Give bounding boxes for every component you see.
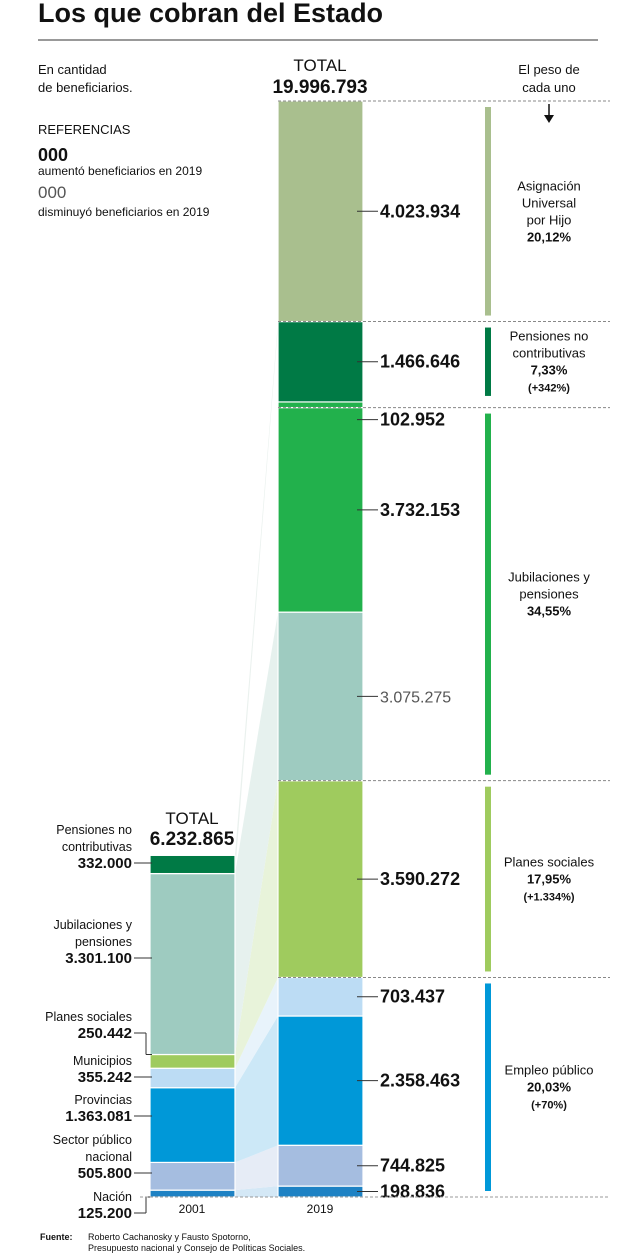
source-body: Roberto Cachanosky y Fausto Spotorno, Pre…: [88, 1232, 305, 1253]
weights-group: Asignación Universal por Hijo 20,12% Pension…: [485, 107, 595, 1191]
bar-2001-jubilaciones: [149, 872, 236, 1056]
label-2001-provincias-name: Provincias: [74, 1093, 132, 1107]
x-tick-2019: 2019: [307, 1202, 334, 1216]
bar-2019-sector: [277, 1144, 364, 1187]
flow-pensiones: [235, 321, 278, 874]
reference-bold-desc: aumentó beneficiarios en 2019: [38, 164, 202, 178]
weight-pct-1: 7,33%: [531, 363, 568, 378]
label-2019-pensiones: 1.466.646: [380, 352, 460, 372]
weight-change-4: (+70%): [531, 1100, 567, 1112]
label-2001-jubilaciones-name: Jubilaciones y pensiones: [53, 918, 132, 949]
total-2019-value: 19.996.793: [272, 77, 367, 98]
bar-2019-municipios: [277, 976, 364, 1017]
subtitle: En cantidad de beneficiarios.: [38, 62, 133, 95]
weight-header: El peso de cada uno: [518, 62, 579, 95]
label-2019-planes: 3.590.272: [380, 869, 460, 889]
label-2001-provincias-value: 1.363.081: [65, 1108, 132, 1125]
label-2001-sector-name: Sector público nacional: [53, 1133, 132, 1164]
weight-bar-3: [485, 786, 491, 972]
source-text: Roberto Cachanosky y Fausto Spotorno, Pre…: [88, 1232, 305, 1253]
weight-change-3: (+1.334%): [523, 892, 574, 904]
bar-2019-jubilaciones-up: [277, 406, 364, 613]
label-2001-nacion-name: Nación: [93, 1190, 132, 1204]
page-title: Los que cobran del Estado: [38, 0, 383, 28]
label-2001-jubilaciones-value: 3.301.100: [65, 950, 132, 967]
source-label: Fuente:: [40, 1232, 73, 1242]
total-2019-label: TOTAL: [293, 56, 346, 75]
weight-name-2: Jubilaciones y pensiones: [508, 570, 590, 602]
reference-bold-sample: 000: [38, 145, 68, 165]
label-2001-pensiones-name: Pensiones no contributivas: [56, 823, 132, 854]
label-2019-sector: 744.825: [380, 1156, 445, 1176]
weight-bar-1: [485, 327, 491, 396]
bar-2019-auh: [277, 100, 364, 323]
reference-light-sample: 000: [38, 183, 66, 202]
flow-sector: [235, 1145, 278, 1191]
total-2001-label: TOTAL: [165, 809, 218, 828]
flow-planes: [235, 780, 278, 1069]
weight-name-0: Asignación Universal por Hijo: [517, 178, 581, 227]
flow-nacion: [235, 1186, 278, 1197]
bar-2001-nacion: [149, 1189, 236, 1198]
label-2019-jubilaciones-2001: 3.075.275: [380, 689, 451, 706]
label-2019-nacion: 198.836: [380, 1182, 445, 1202]
bar-2019-pensiones: [277, 320, 364, 403]
weight-name-3: Planes sociales: [504, 855, 595, 870]
label-2001-planes-name: Planes sociales: [45, 1010, 132, 1024]
flow-jubilaciones: [235, 612, 278, 1055]
flow-municipios: [235, 977, 278, 1088]
x-tick-2001: 2001: [179, 1202, 206, 1216]
weight-bar-2: [485, 413, 491, 775]
flow-connectors: [235, 321, 278, 1197]
weight-header-text: El peso de cada uno: [518, 62, 579, 95]
arrow-down-icon: [544, 104, 554, 123]
weight-pct-2: 34,55%: [527, 604, 572, 619]
label-2001-planes-value: 250.442: [78, 1025, 132, 1042]
label-2001-municipios-name: Municipios: [73, 1054, 132, 1068]
bar-2001-sector: [149, 1161, 236, 1191]
label-2019-auh: 4.023.934: [380, 201, 460, 221]
reference-light-desc: disminuyó beneficiarios en 2019: [38, 205, 210, 219]
label-2001-pensiones-value: 332.000: [78, 855, 132, 872]
bars-group: [149, 100, 364, 1198]
bar-2001-provincias: [149, 1087, 236, 1164]
bar-2019-planes: [277, 780, 364, 979]
weight-bar-0: [485, 107, 491, 316]
weight-pct-3: 17,95%: [527, 872, 572, 887]
subtitle-text: En cantidad de beneficiarios.: [38, 62, 133, 95]
label-2019-municipios: 703.437: [380, 987, 445, 1007]
bar-2019-provincias: [277, 1015, 364, 1146]
bar-2019-jubilaciones-2001: [277, 611, 364, 782]
weight-name-1: Pensiones no contributivas: [510, 329, 589, 361]
label-2019-jubilaciones-up: 3.732.153: [380, 500, 460, 520]
weight-name-4: Empleo público: [505, 1063, 594, 1078]
bar-2019-nacion: [277, 1185, 364, 1198]
flow-provincias: [235, 1016, 278, 1163]
bar-2001-municipios: [149, 1067, 236, 1089]
bar-2001-pensiones: [149, 854, 236, 875]
bar-2001-planes: [149, 1053, 236, 1069]
weight-change-1: (+342%): [528, 383, 570, 395]
references-heading: REFERENCIAS: [38, 122, 131, 137]
label-2001-municipios-value: 355.242: [78, 1069, 132, 1086]
weight-bar-4: [485, 983, 491, 1191]
total-2001-value: 6.232.865: [150, 829, 235, 850]
label-2019-provincias: 2.358.463: [380, 1071, 460, 1091]
label-2001-sector-value: 505.800: [78, 1165, 132, 1182]
bar-2019-jubilaciones-extra: [277, 401, 364, 409]
weight-pct-0: 20,12%: [527, 229, 572, 244]
label-2019-jubilaciones-extra: 102.952: [380, 410, 445, 430]
label-2001-nacion-value: 125.200: [78, 1205, 132, 1222]
weight-pct-4: 20,03%: [527, 1080, 572, 1095]
